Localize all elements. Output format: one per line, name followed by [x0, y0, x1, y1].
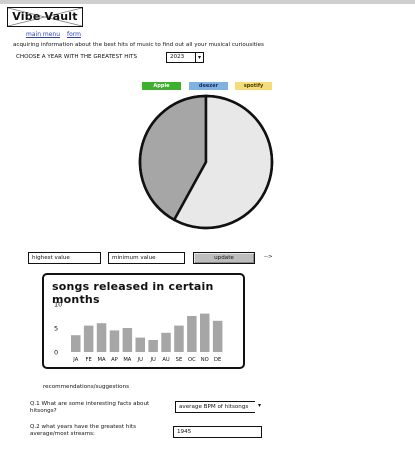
x-tick-label: JU	[137, 357, 144, 363]
y-tick-label: 0	[54, 349, 58, 357]
nav-form-link[interactable]: form	[67, 31, 81, 38]
bar	[123, 328, 133, 352]
intro-text: acquiring information about the best hit…	[13, 42, 293, 49]
legend-apple: Apple	[142, 82, 181, 90]
legend-spotify: spotify	[235, 82, 272, 90]
bar	[97, 323, 107, 352]
bar	[161, 333, 171, 352]
bar	[213, 321, 223, 352]
update-button[interactable]: update	[193, 252, 255, 264]
legend-deezer: deezer	[189, 82, 228, 90]
q1-select[interactable]: average BPM of hitsongs ▾	[175, 401, 264, 413]
x-tick-label: MA	[123, 357, 131, 363]
minimum-value-input[interactable]: minimum value	[108, 252, 185, 264]
app-logo: Vibe Vault	[7, 7, 83, 27]
year-select-value: 2023	[170, 54, 184, 60]
x-tick-label: AP	[111, 357, 118, 363]
x-tick-label: JA	[72, 357, 78, 363]
x-tick-label: OC	[188, 357, 196, 363]
arrow-connector: -->	[264, 254, 273, 261]
bar	[110, 330, 120, 352]
bar	[136, 338, 146, 352]
x-tick-label: SE	[176, 357, 183, 363]
x-tick-label: DE	[214, 357, 221, 363]
y-tick-label: 10	[54, 301, 62, 309]
q1-label: Q.1 What are some interesting facts abou…	[30, 401, 170, 415]
bar-chart: 0 5 10 JA FE MA AP MA JU JU AU SE OC NO DE	[44, 275, 243, 367]
year-selector-label: CHOOSE A YEAR WITH THE GREATEST HITS	[16, 54, 137, 61]
bar	[84, 326, 94, 352]
x-tick-label: FE	[86, 357, 92, 363]
x-tick-label: NO	[201, 357, 209, 363]
q2-label: Q.2 what years have the greatest hits av…	[30, 424, 160, 438]
pie-chart	[136, 92, 276, 232]
highest-value-input[interactable]: highest value	[28, 252, 101, 264]
x-tick-label: JU	[149, 357, 156, 363]
nav-main-menu-link[interactable]: main menu	[26, 31, 60, 38]
x-tick-label: AU	[162, 357, 170, 363]
app-title: Vibe Vault	[8, 8, 82, 26]
chevron-down-icon: ▾	[195, 52, 204, 63]
bar-chart-card: songs released in certain months 0 5 10 JA F…	[42, 273, 245, 369]
bar	[148, 340, 158, 352]
bar	[187, 316, 197, 352]
bar	[71, 335, 81, 352]
q1-select-value: average BPM of hitsongs	[179, 404, 248, 410]
year-select[interactable]: 2023 ▾	[166, 52, 204, 63]
bar	[174, 326, 184, 352]
window-top-bar	[0, 0, 415, 4]
recommendations-heading: recommendations/suggestions	[43, 384, 129, 391]
q2-input[interactable]: 1945	[173, 426, 262, 438]
y-tick-label: 5	[54, 325, 58, 333]
x-tick-label: MA	[98, 357, 106, 363]
bar	[200, 314, 210, 352]
chevron-down-icon: ▾	[255, 401, 264, 413]
